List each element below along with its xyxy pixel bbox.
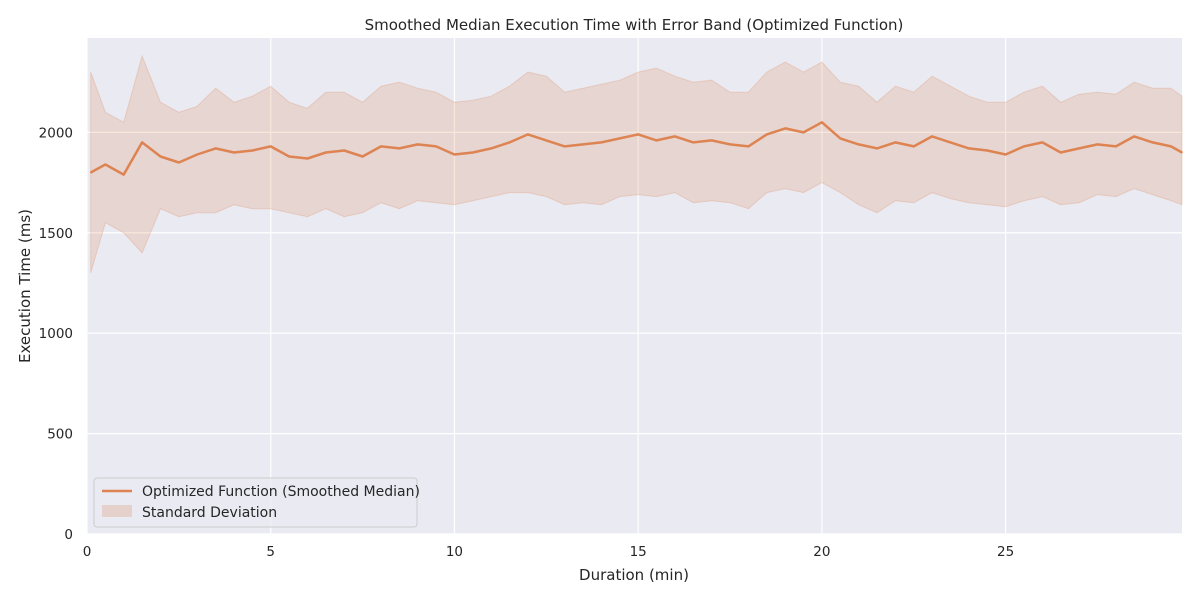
median-point: [288, 155, 290, 158]
x-axis-ticks: 0 5 10 15 20 25: [83, 544, 1015, 560]
median-point: [435, 145, 437, 148]
x-tick-label: 0: [83, 544, 92, 560]
median-point: [1096, 143, 1099, 146]
y-tick-label: 1000: [39, 326, 73, 342]
median-point: [876, 147, 878, 150]
median-point: [1170, 145, 1172, 148]
median-point: [839, 137, 842, 140]
median-point: [1115, 145, 1117, 148]
median-point: [361, 155, 364, 158]
median-point: [765, 133, 768, 136]
median-point: [1004, 153, 1007, 156]
median-point: [821, 121, 823, 124]
median-point: [343, 149, 346, 152]
median-point: [582, 143, 584, 146]
median-point: [472, 151, 474, 154]
median-point: [159, 155, 162, 158]
median-point: [1181, 151, 1183, 154]
median-point: [1151, 141, 1154, 144]
x-axis-label: Duration (min): [579, 566, 689, 584]
median-point: [527, 133, 529, 136]
median-point: [269, 145, 272, 148]
median-point: [416, 143, 419, 146]
median-point: [508, 141, 511, 144]
y-tick-label: 2000: [39, 125, 73, 141]
median-point: [453, 153, 456, 156]
median-point: [490, 147, 492, 150]
median-point: [89, 171, 92, 174]
median-point: [563, 145, 566, 148]
median-point: [122, 173, 125, 176]
y-axis-ticks: 0 500 1000 1500 2000: [39, 125, 73, 543]
median-point: [949, 141, 952, 144]
median-point: [214, 147, 217, 150]
median-point: [104, 163, 107, 166]
legend-box: [93, 477, 418, 528]
legend-label-median: Optimized Function (Smoothed Median): [142, 484, 420, 500]
median-point: [986, 149, 989, 152]
median-point: [968, 147, 970, 150]
median-point: [178, 161, 180, 164]
x-tick-label: 15: [630, 544, 647, 560]
grid-lines: [86, 38, 1182, 535]
median-point: [306, 157, 309, 160]
median-point: [802, 131, 805, 134]
median-point: [600, 141, 603, 144]
chart-title: Smoothed Median Execution Time with Erro…: [365, 16, 904, 34]
standard-deviation-band: [90, 54, 1183, 274]
median-point: [710, 139, 713, 142]
median-point: [729, 143, 731, 146]
median-point: [637, 133, 639, 136]
x-tick-label: 20: [813, 544, 830, 560]
median-point: [251, 149, 254, 152]
median-point: [1059, 151, 1062, 154]
median-point: [1023, 145, 1025, 148]
median-point: [398, 147, 401, 150]
median-point: [747, 145, 750, 148]
median-point: [894, 141, 897, 144]
median-point: [141, 141, 143, 144]
median-point: [692, 141, 695, 144]
median-line-layer: [89, 121, 1183, 176]
median-point: [931, 135, 933, 138]
median-point: [619, 137, 621, 140]
x-tick-label: 5: [266, 544, 275, 560]
median-point: [196, 153, 199, 156]
median-point: [1041, 141, 1044, 144]
error-band-layer: [90, 54, 1183, 274]
median-point: [325, 151, 327, 154]
median-point: [784, 127, 786, 130]
legend-label-band: Standard Deviation: [142, 505, 277, 521]
x-tick-label: 25: [997, 544, 1014, 560]
y-tick-label: 500: [47, 427, 73, 443]
median-point: [674, 135, 676, 138]
median-point: [912, 145, 915, 148]
x-tick-label: 10: [446, 544, 463, 560]
legend-band-swatch: [102, 505, 132, 517]
median-point: [380, 145, 382, 148]
legend: Optimized Function (Smoothed Median) Sta…: [93, 477, 420, 528]
y-axis-label: Execution Time (ms): [16, 209, 34, 363]
plot-area: [87, 38, 1182, 534]
median-point: [857, 143, 860, 146]
median-point: [1133, 135, 1136, 138]
median-point: [233, 151, 235, 154]
median-point: [655, 139, 658, 142]
median-point: [545, 139, 548, 142]
median-point: [1078, 147, 1080, 150]
y-tick-label: 1500: [39, 226, 73, 242]
y-tick-label: 0: [64, 527, 73, 543]
